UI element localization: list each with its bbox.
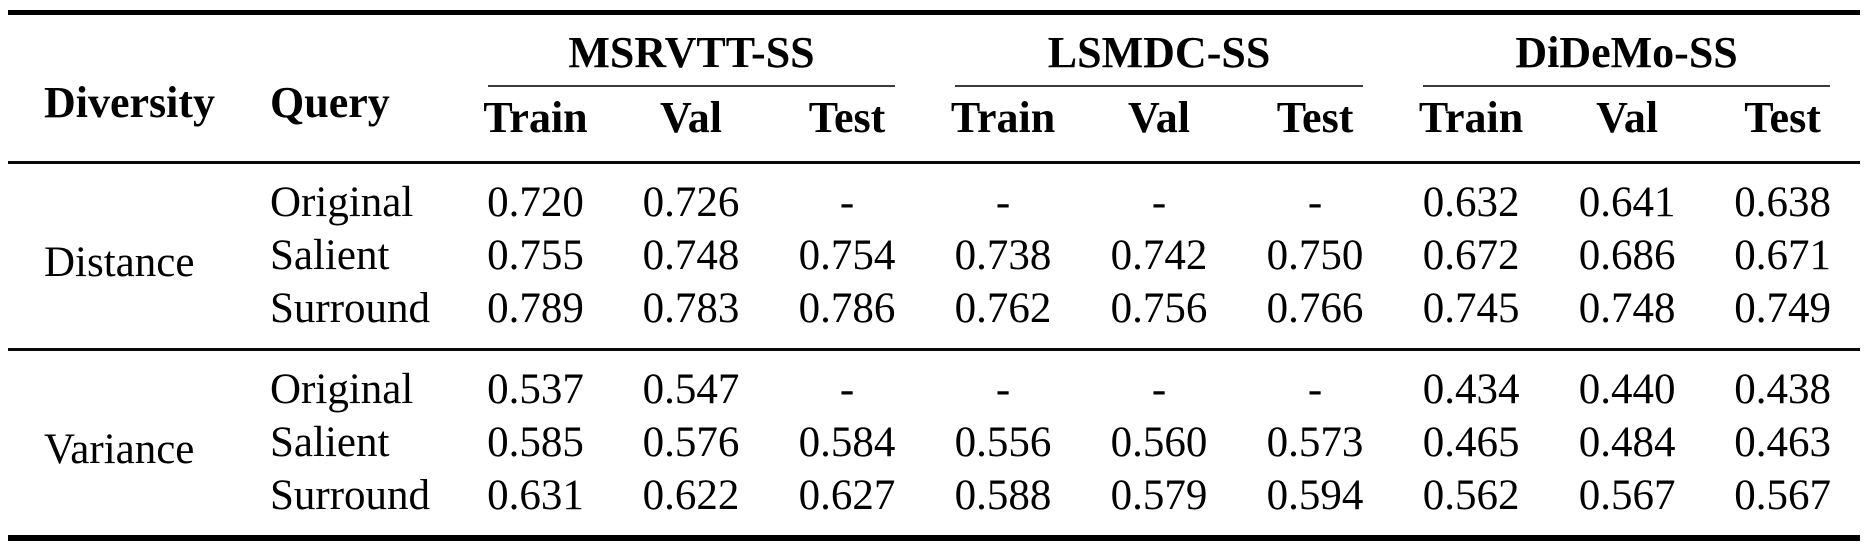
table-row: Surround 0.631 0.622 0.627 0.588 0.579 0… xyxy=(8,469,1860,538)
group-header-row: Diversity Query MSRVTT-SS LSMDC-SS DiDeM… xyxy=(8,13,1860,127)
value-cell: 0.786 xyxy=(798,285,896,332)
row-group-variance: Variance Original 0.537 0.547 - - - - 0.… xyxy=(8,349,1861,539)
col-header-query: Query xyxy=(270,78,390,127)
value-cell: - xyxy=(839,366,855,413)
value-cell: 0.755 xyxy=(487,232,584,279)
group-header-lsmdc: LSMDC-SS xyxy=(925,13,1393,87)
value-cell: 0.756 xyxy=(1110,285,1208,332)
value-cell: 0.560 xyxy=(1110,419,1208,466)
row-group-distance: Distance Original 0.720 0.726 - - - - 0.… xyxy=(8,163,1860,350)
sub-header-msrvtt-test: Test xyxy=(808,93,886,142)
value-cell: 0.789 xyxy=(487,285,584,332)
value-cell: - xyxy=(1151,366,1167,413)
value-cell: 0.434 xyxy=(1422,366,1520,413)
value-cell: 0.750 xyxy=(1266,232,1364,279)
value-cell: 0.622 xyxy=(642,472,740,519)
sub-header-lsmdc-train: Train xyxy=(950,93,1056,142)
value-cell: 0.465 xyxy=(1422,419,1520,466)
query-cell: Salient xyxy=(270,419,390,466)
sub-header-lsmdc-val: Val xyxy=(1128,93,1191,142)
value-cell: - xyxy=(1307,366,1323,413)
value-cell: 0.463 xyxy=(1734,419,1831,466)
value-cell: 0.547 xyxy=(642,366,740,413)
value-cell: 0.562 xyxy=(1422,472,1520,519)
results-table: Diversity Query MSRVTT-SS LSMDC-SS DiDeM… xyxy=(8,10,1861,541)
table-header: Diversity Query MSRVTT-SS LSMDC-SS DiDeM… xyxy=(8,13,1861,163)
query-cell: Original xyxy=(270,179,414,226)
group-header-msrvtt-label: MSRVTT-SS xyxy=(488,15,896,87)
value-cell: 0.783 xyxy=(642,285,740,332)
value-cell: 0.631 xyxy=(487,472,584,519)
value-cell: 0.573 xyxy=(1266,419,1364,466)
value-cell: - xyxy=(995,366,1011,413)
table-row: Variance Original 0.537 0.547 - - - - 0.… xyxy=(8,350,1860,473)
value-cell: 0.745 xyxy=(1422,285,1520,332)
value-cell: 0.748 xyxy=(642,232,740,279)
diversity-cell-distance: Distance xyxy=(44,238,195,286)
col-header-diversity: Diversity xyxy=(44,78,216,127)
query-cell: Surround xyxy=(270,472,431,519)
sub-header-didemo-train: Train xyxy=(1418,93,1524,142)
value-cell: 0.738 xyxy=(954,232,1052,279)
value-cell: 0.585 xyxy=(487,419,584,466)
value-cell: 0.556 xyxy=(954,419,1052,466)
value-cell: 0.671 xyxy=(1734,232,1831,279)
value-cell: - xyxy=(1151,179,1167,226)
value-cell: 0.537 xyxy=(487,366,584,413)
value-cell: 0.748 xyxy=(1578,285,1676,332)
value-cell: 0.632 xyxy=(1422,179,1520,226)
value-cell: 0.749 xyxy=(1734,285,1831,332)
value-cell: 0.438 xyxy=(1734,366,1831,413)
value-cell: 0.567 xyxy=(1734,472,1831,519)
group-header-msrvtt: MSRVTT-SS xyxy=(458,13,925,87)
value-cell: 0.594 xyxy=(1266,472,1364,519)
query-cell: Surround xyxy=(270,285,431,332)
value-cell: 0.686 xyxy=(1578,232,1676,279)
group-header-didemo: DiDeMo-SS xyxy=(1393,13,1860,87)
value-cell: 0.440 xyxy=(1578,366,1676,413)
value-cell: 0.726 xyxy=(642,179,740,226)
value-cell: 0.754 xyxy=(798,232,896,279)
value-cell: 0.579 xyxy=(1110,472,1208,519)
query-cell: Salient xyxy=(270,232,390,279)
value-cell: 0.766 xyxy=(1266,285,1364,332)
value-cell: 0.641 xyxy=(1578,179,1676,226)
table-row: Surround 0.789 0.783 0.786 0.762 0.756 0… xyxy=(8,282,1860,350)
value-cell: 0.742 xyxy=(1110,232,1208,279)
value-cell: 0.627 xyxy=(798,472,896,519)
sub-header-didemo-test: Test xyxy=(1744,93,1821,142)
value-cell: 0.762 xyxy=(954,285,1052,332)
sub-header-didemo-val: Val xyxy=(1596,93,1659,142)
sub-header-msrvtt-val: Val xyxy=(660,93,722,142)
value-cell: 0.672 xyxy=(1422,232,1520,279)
value-cell: 0.576 xyxy=(642,419,740,466)
value-cell: 0.484 xyxy=(1578,419,1676,466)
diversity-cell-variance: Variance xyxy=(44,425,195,473)
table-row: Salient 0.755 0.748 0.754 0.738 0.742 0.… xyxy=(8,229,1860,282)
value-cell: - xyxy=(995,179,1011,226)
group-header-didemo-label: DiDeMo-SS xyxy=(1423,15,1831,87)
value-cell: 0.588 xyxy=(954,472,1052,519)
value-cell: - xyxy=(839,179,855,226)
table-row: Salient 0.585 0.576 0.584 0.556 0.560 0.… xyxy=(8,416,1860,469)
value-cell: - xyxy=(1307,179,1323,226)
value-cell: 0.584 xyxy=(798,419,896,466)
value-cell: 0.567 xyxy=(1578,472,1676,519)
table-row: Distance Original 0.720 0.726 - - - - 0.… xyxy=(8,163,1860,286)
sub-header-row: Train Val Test Train Val Test Train Val … xyxy=(8,87,1860,163)
query-cell: Original xyxy=(270,366,414,413)
sub-header-msrvtt-train: Train xyxy=(483,93,588,142)
value-cell: 0.638 xyxy=(1734,179,1831,226)
sub-header-lsmdc-test: Test xyxy=(1276,93,1354,142)
group-header-lsmdc-label: LSMDC-SS xyxy=(955,15,1364,87)
value-cell: 0.720 xyxy=(487,179,584,226)
